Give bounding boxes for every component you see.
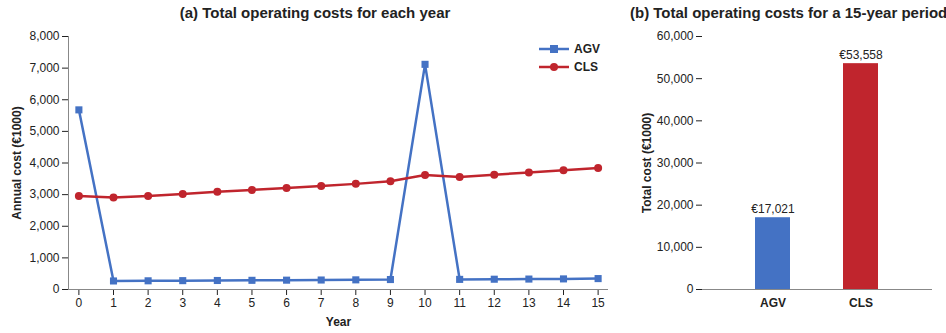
html-text:CLS: CLS [574, 60, 598, 74]
svg-text:7: 7 [318, 296, 325, 310]
svg-text:Year: Year [326, 315, 352, 329]
svg-text:8: 8 [352, 296, 359, 310]
svg-text:8,000: 8,000 [29, 29, 59, 43]
svg-text:2,000: 2,000 [29, 219, 59, 233]
svg-text:Total cost (€1000): Total cost (€1000) [640, 113, 654, 213]
svg-text:40,000: 40,000 [657, 114, 694, 128]
svg-text:Annual cost (€1000): Annual cost (€1000) [10, 106, 24, 219]
svg-text:15: 15 [591, 296, 605, 310]
svg-text:2: 2 [145, 296, 152, 310]
svg-text:0: 0 [76, 296, 83, 310]
svg-text:10,000: 10,000 [657, 240, 694, 254]
svg-text:1,000: 1,000 [29, 251, 59, 265]
svg-text:30,000: 30,000 [657, 156, 694, 170]
svg-text:3: 3 [179, 296, 186, 310]
svg-text:12: 12 [488, 296, 502, 310]
svg-text:9: 9 [387, 296, 394, 310]
svg-text:4,000: 4,000 [29, 156, 59, 170]
svg-text:1: 1 [110, 296, 117, 310]
svg-text:5: 5 [249, 296, 256, 310]
svg-text:5,000: 5,000 [29, 124, 59, 138]
html-text:(a) Total operating costs for: (a) Total operating costs for each year [179, 4, 451, 21]
svg-text:0: 0 [53, 282, 60, 296]
svg-text:7,000: 7,000 [29, 61, 59, 75]
svg-text:6: 6 [283, 296, 290, 310]
svg-text:AGV: AGV [760, 296, 786, 310]
svg-text:€17,021: €17,021 [751, 202, 795, 216]
svg-text:60,000: 60,000 [657, 29, 694, 43]
svg-text:CLS: CLS [849, 296, 873, 310]
svg-text:4: 4 [214, 296, 221, 310]
svg-text:0: 0 [687, 282, 694, 296]
svg-text:14: 14 [557, 296, 571, 310]
svg-text:6,000: 6,000 [29, 93, 59, 107]
html-text:AGV: AGV [574, 42, 600, 56]
svg-text:10: 10 [418, 296, 432, 310]
svg-text:50,000: 50,000 [657, 72, 694, 86]
svg-text:13: 13 [522, 296, 536, 310]
svg-text:20,000: 20,000 [657, 198, 694, 212]
svg-text:3,000: 3,000 [29, 187, 59, 201]
svg-text:€53,558: €53,558 [839, 48, 883, 62]
svg-text:11: 11 [453, 296, 466, 310]
